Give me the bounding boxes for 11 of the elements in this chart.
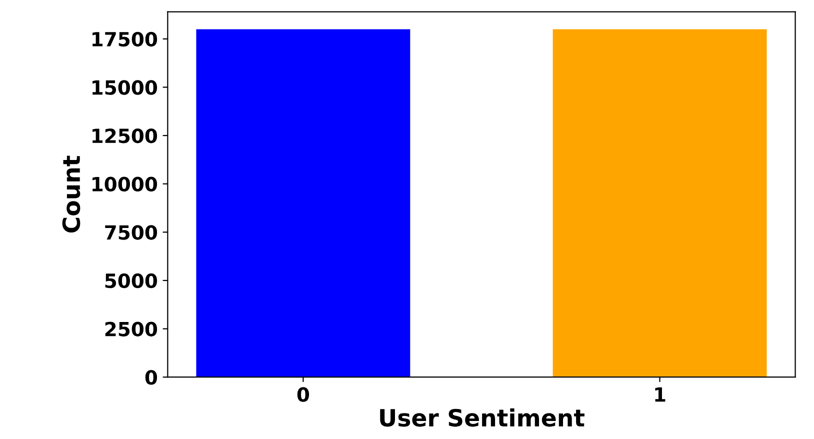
y-tick-label: 15000	[92, 80, 158, 95]
y-tick-label: 7500	[105, 225, 158, 240]
x-axis-title: User Sentiment	[380, 408, 584, 427]
y-tick-label: 10000	[92, 176, 158, 192]
y-tick-label: 2500	[105, 322, 158, 336]
x-tick-label: 1	[655, 387, 666, 402]
y-tick-label: 5000	[105, 273, 158, 288]
y-axis-title: Count	[62, 156, 80, 233]
y-tick-label: 12500	[92, 128, 158, 144]
y-tick-label: 17500	[92, 32, 158, 47]
y-tick-label: 0	[145, 370, 158, 385]
